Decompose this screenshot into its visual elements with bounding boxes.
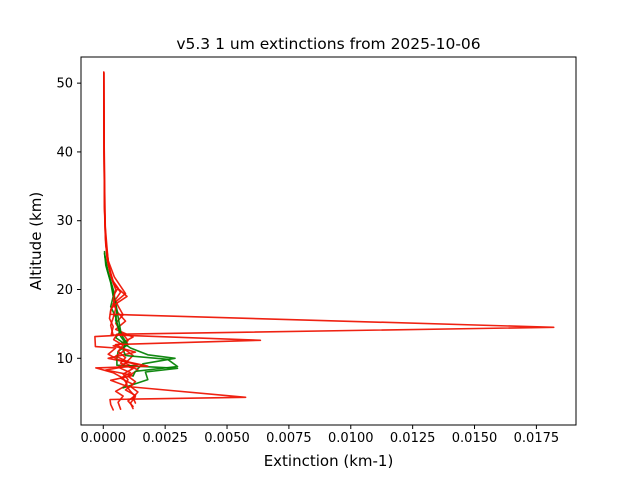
axes-frame (80, 56, 577, 426)
red-profile-3 (94, 72, 247, 411)
plot-title: v5.3 1 um extinctions from 2025-10-06 (176, 35, 481, 53)
x-tick-label: 0.0175 (514, 431, 560, 446)
y-tick-label: 20 (56, 283, 73, 298)
x-axis-label: Extinction (km-1) (263, 452, 394, 470)
y-tick-label: 40 (56, 145, 73, 160)
x-tick-label: 0.0025 (142, 431, 188, 446)
y-tick-label: 50 (56, 77, 73, 92)
y-axis-label: Altitude (km) (27, 191, 45, 291)
y-tick-label: 30 (56, 214, 73, 229)
x-tick-label: 0.0150 (452, 431, 498, 446)
x-tick-label: 0.0100 (328, 431, 374, 446)
x-tick-label: 0.0125 (390, 431, 436, 446)
x-tick-label: 0.0050 (204, 431, 250, 446)
x-tick-label: 0.0000 (81, 431, 127, 446)
x-tick-label: 0.0075 (266, 431, 312, 446)
y-tick-label: 10 (56, 352, 73, 367)
